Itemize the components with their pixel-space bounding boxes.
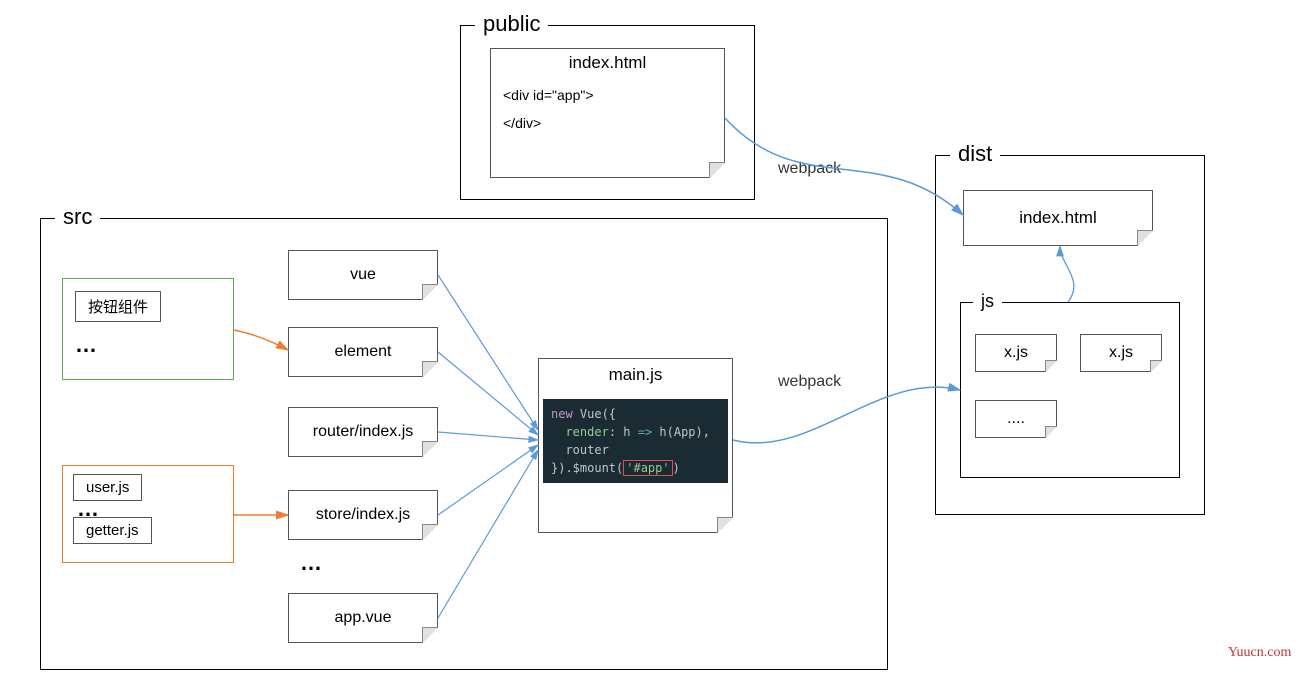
orange-item-getterjs: getter.js (73, 517, 152, 544)
doc-label-mainjs: main.js (539, 359, 732, 385)
edge-label-webpack-1: webpack (778, 160, 841, 178)
doc-index-dist: index.html (963, 190, 1153, 246)
edge-label-webpack-2: webpack (778, 373, 841, 391)
doc-store: store/index.js (288, 490, 438, 540)
doc-index-public: index.html <div id="app"> </div> (490, 48, 725, 178)
fold-corner (1045, 360, 1057, 372)
container-label-public: public (475, 11, 548, 37)
fold-corner (1137, 230, 1153, 246)
orange-ellipsis: … (77, 504, 223, 514)
green-ellipsis: … (75, 340, 221, 350)
fold-corner (422, 284, 438, 300)
fold-corner (1045, 426, 1057, 438)
doc-element: element (288, 327, 438, 377)
doc-mainjs: main.js new Vue({ render: h => h(App), r… (538, 358, 733, 533)
fold-corner (422, 627, 438, 643)
container-label-dist: dist (950, 141, 1000, 167)
doc-xjs1: x.js (975, 334, 1057, 372)
fold-corner (422, 524, 438, 540)
doc-appvue: app.vue (288, 593, 438, 643)
orange-group: user.js … getter.js (62, 465, 234, 563)
green-group: 按钮组件 … (62, 278, 234, 380)
fold-corner (422, 441, 438, 457)
doc-router: router/index.js (288, 407, 438, 457)
doc-vue: vue (288, 250, 438, 300)
src-ellipsis-between: … (300, 558, 322, 568)
fold-corner (422, 361, 438, 377)
fold-corner (717, 517, 733, 533)
fold-corner (1150, 360, 1162, 372)
code-block-mainjs: new Vue({ render: h => h(App), router })… (543, 399, 728, 483)
fold-corner (709, 162, 725, 178)
container-js: js (960, 302, 1180, 478)
doc-label-index-public: index.html (491, 49, 724, 73)
container-label-js: js (973, 291, 1002, 312)
green-item-button-component: 按钮组件 (75, 291, 161, 322)
doc-xjs2: x.js (1080, 334, 1162, 372)
doc-content-index-public: <div id="app"> </div> (491, 73, 606, 145)
doc-dots-js: .... (975, 400, 1057, 438)
container-label-src: src (55, 204, 100, 230)
watermark: Yuucn.com (1228, 645, 1291, 661)
